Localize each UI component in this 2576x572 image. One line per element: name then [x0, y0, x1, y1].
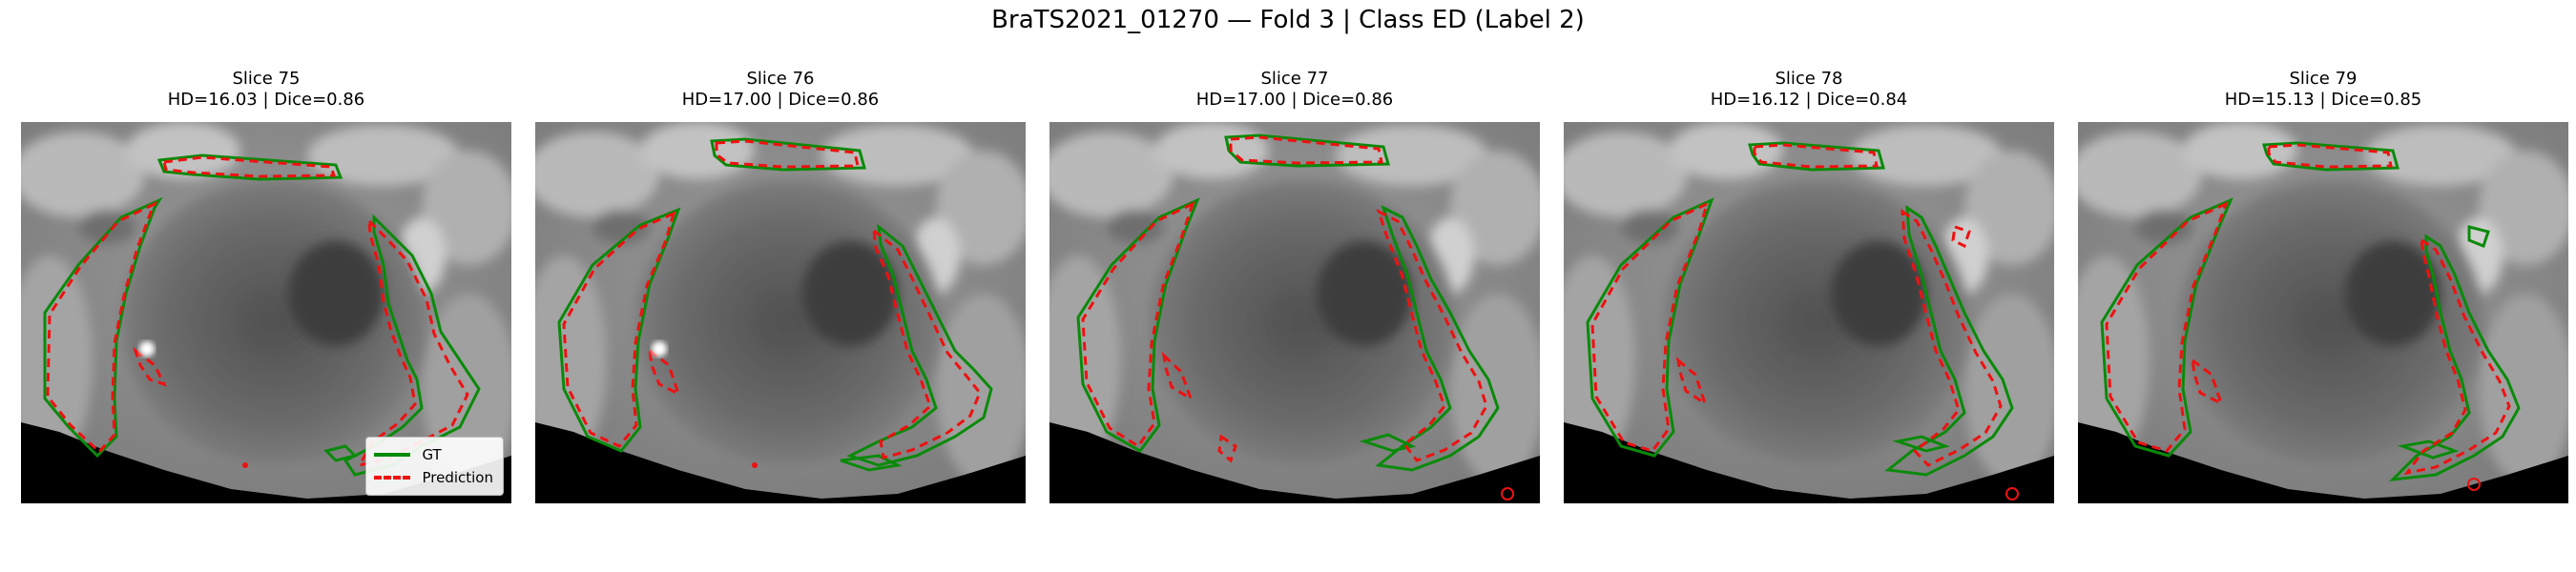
gt-contour — [43, 153, 481, 477]
gt-contour — [1586, 141, 2014, 477]
prediction-contour — [562, 139, 982, 460]
legend: GT Prediction — [365, 437, 504, 496]
panel-metrics: HD=17.00 | Dice=0.86 — [1195, 90, 1394, 110]
panel-metrics: HD=15.13 | Dice=0.85 — [2224, 90, 2422, 110]
prediction-contour — [1590, 143, 2003, 467]
prediction-contour — [1081, 135, 1488, 463]
legend-prediction-swatch — [374, 476, 411, 480]
panel-slice-title: Slice 76 — [746, 69, 815, 89]
panel-metrics: HD=16.03 | Dice=0.86 — [167, 90, 365, 110]
legend-gt-swatch — [374, 453, 411, 457]
panel-slice-title: Slice 79 — [2289, 69, 2358, 89]
panel-slice-title: Slice 78 — [1775, 69, 1843, 89]
panel-slice-75: Slice 75 HD=16.03 | Dice=0.86 GT Predict… — [21, 69, 511, 111]
mri-slice-image: GT Prediction — [21, 122, 511, 503]
prediction-contour — [46, 155, 469, 468]
gt-contour — [2100, 141, 2521, 481]
gt-contour — [557, 137, 993, 472]
panel-slice-76: Slice 76 HD=17.00 | Dice=0.86 — [535, 69, 1026, 111]
figure-title: BraTS2021_01270 — Fold 3 | Class ED (Lab… — [991, 6, 1585, 34]
mri-slice-image — [2078, 122, 2568, 503]
mri-slice-image — [535, 122, 1026, 503]
panel-slice-title: Slice 75 — [232, 69, 301, 89]
gt-contour — [1076, 133, 1500, 472]
panel-metrics: HD=16.12 | Dice=0.84 — [1710, 90, 1908, 110]
legend-prediction-label: Prediction — [422, 469, 493, 486]
panel-metrics: HD=17.00 | Dice=0.86 — [681, 90, 880, 110]
mri-slice-image — [1049, 122, 1540, 503]
panel-slice-78: Slice 78 HD=16.12 | Dice=0.84 — [1564, 69, 2054, 111]
prediction-contour — [2105, 143, 2511, 476]
panel-slice-79: Slice 79 HD=15.13 | Dice=0.85 — [2078, 69, 2568, 111]
panel-slice-77: Slice 77 HD=17.00 | Dice=0.86 — [1049, 69, 1540, 111]
mri-slice-image — [1564, 122, 2054, 503]
legend-gt-label: GT — [422, 446, 442, 463]
panel-slice-title: Slice 77 — [1260, 69, 1329, 89]
